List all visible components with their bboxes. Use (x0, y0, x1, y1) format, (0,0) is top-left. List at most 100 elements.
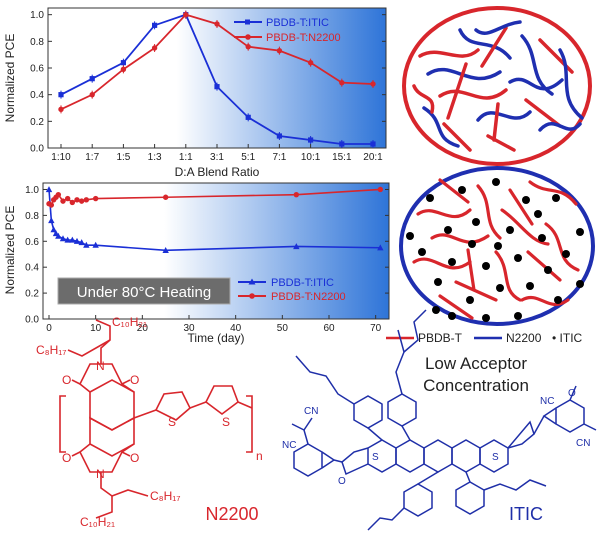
itic-dot (458, 186, 466, 194)
bottom-x-tick-label: 70 (370, 323, 382, 334)
top-data-point (152, 22, 158, 28)
morphology-bottom (399, 166, 595, 326)
bottom-x-tick-label: 40 (230, 323, 242, 334)
top-data-point (89, 91, 95, 98)
itic-dot (506, 226, 514, 234)
top-axis-ticks: 0.0 0.2 0.4 0.6 0.8 1.0 1:10 1:7 1:5 1:3 1:1 3:1 5:1… (30, 10, 386, 163)
morphology-top (402, 6, 592, 166)
top-x-tick-label: 15:1 (332, 152, 352, 163)
bottom-y-tick-label: 0.0 (25, 315, 39, 326)
top-x-tick-label: 1:10 (51, 152, 71, 163)
top-data-point (183, 11, 189, 18)
n2200-s-1: S (168, 415, 176, 429)
bottom-data-point (293, 243, 300, 250)
top-data-point (245, 114, 251, 120)
top-chart: 0.0 0.2 0.4 0.6 0.8 1.0 1:10 1:7 1:5 1:3 1:1 3:1 5:1… (3, 7, 387, 179)
bottom-x-tick-label: 20 (137, 323, 149, 334)
itic-dot (406, 232, 414, 240)
n2200-n-bottom: N (96, 467, 105, 481)
top-y-tick-label: 1.0 (30, 10, 44, 21)
bottom-data-point (45, 186, 53, 193)
legend-itic-label: • ITIC (552, 331, 583, 345)
itic-dot (434, 278, 442, 286)
legend-pbdbt-label: PBDB-T (418, 331, 463, 345)
bottom-data-point (377, 244, 384, 251)
top-y-tick-label: 0.8 (30, 37, 44, 48)
bottom-data-point (55, 191, 62, 198)
bottom-data-point (55, 232, 62, 239)
n2200-c8-top: C₈H₁₇ (36, 343, 66, 357)
itic-nc-right: NC (540, 396, 554, 407)
ndi-ring-lower (89, 416, 135, 457)
bottom-series-group (45, 186, 384, 253)
morphology-bottom-chains (412, 178, 580, 320)
n2200-name: N2200 (205, 504, 258, 524)
itic-nc-left: NC (282, 440, 296, 451)
bottom-x-tick-label: 60 (323, 323, 335, 334)
itic-dot (468, 240, 476, 248)
bottom-x-tick-label: 10 (90, 323, 102, 334)
bottom-y-axis-label: Normalized PCE (3, 206, 17, 295)
top-data-point (339, 141, 345, 147)
heating-annotation-box (57, 277, 231, 305)
top-legend-itic-marker (245, 19, 250, 25)
top-data-point (276, 47, 283, 54)
top-data-point (370, 81, 376, 87)
bottom-y-tick-label: 0.4 (25, 263, 39, 274)
top-x-tick-label: 7:1 (272, 152, 286, 163)
itic-o-right: O (568, 388, 576, 399)
top-data-point (276, 133, 282, 139)
itic-dot (514, 312, 522, 320)
bottom-x-tick-label: 30 (183, 323, 195, 334)
itic-dot (494, 242, 502, 250)
n2200-o-4: O (130, 451, 139, 465)
low-acceptor-caption-line1: Low Acceptor (425, 354, 527, 373)
itic-dot (522, 196, 530, 204)
bottom-legend-itic-label: PBDB-T:ITIC (271, 277, 334, 289)
itic-dot (448, 312, 456, 320)
itic-dot (432, 306, 440, 314)
morphology-legend: PBDB-T N2200 • ITIC (386, 331, 583, 345)
bottom-legend: PBDB-T:ITIC PBDB-T:N2200 (238, 277, 346, 303)
top-x-tick-label: 1:5 (116, 152, 130, 163)
bottom-data-point (60, 198, 66, 204)
itic-dot (576, 280, 584, 288)
bottom-data-point (92, 241, 99, 248)
heating-annotation: Under 80°C Heating (57, 277, 231, 305)
bottom-legend-itic-marker (248, 278, 256, 285)
bottom-data-point (48, 202, 55, 208)
top-y-tick-label: 0.6 (30, 64, 44, 75)
top-y-tick-label: 0.0 (30, 144, 44, 155)
top-data-point (89, 76, 95, 82)
itic-o-left: O (338, 476, 346, 487)
bottom-data-point (83, 197, 90, 203)
itic-dot (482, 314, 490, 322)
n2200-repeat-n: n (256, 449, 263, 463)
bottom-data-point (78, 239, 85, 246)
heating-annotation-text: Under 80°C Heating (77, 284, 211, 301)
itic-dot (538, 234, 546, 242)
bottom-data-point (48, 217, 55, 224)
itic-dot (554, 296, 562, 304)
top-data-point (307, 59, 314, 66)
bottom-data-point (50, 226, 57, 233)
bottom-data-point (83, 241, 90, 248)
top-data-point (308, 137, 314, 143)
top-x-tick-label: 20:1 (363, 152, 383, 163)
n2200-n-top: N (96, 359, 105, 373)
top-legend-itic-label: PBDB-T:ITIC (266, 17, 329, 29)
itic-dot (552, 194, 560, 202)
top-data-point (151, 45, 158, 51)
top-x-tick-label: 1:7 (85, 152, 99, 163)
top-y-tick-label: 0.2 (30, 117, 44, 128)
top-x-tick-label: 5:1 (241, 152, 255, 163)
top-x-tick-label: 10:1 (301, 152, 321, 163)
itic-s-1: S (372, 452, 379, 463)
top-data-point (58, 106, 64, 113)
top-data-point (58, 92, 64, 98)
n2200-c10-top: C₁₀H₂₁ (112, 315, 147, 329)
bottom-data-point (92, 195, 99, 202)
bottom-y-tick-label: 0.8 (25, 211, 39, 222)
itic-dot (448, 258, 456, 266)
low-acceptor-caption-line2: Concentration (423, 376, 529, 395)
